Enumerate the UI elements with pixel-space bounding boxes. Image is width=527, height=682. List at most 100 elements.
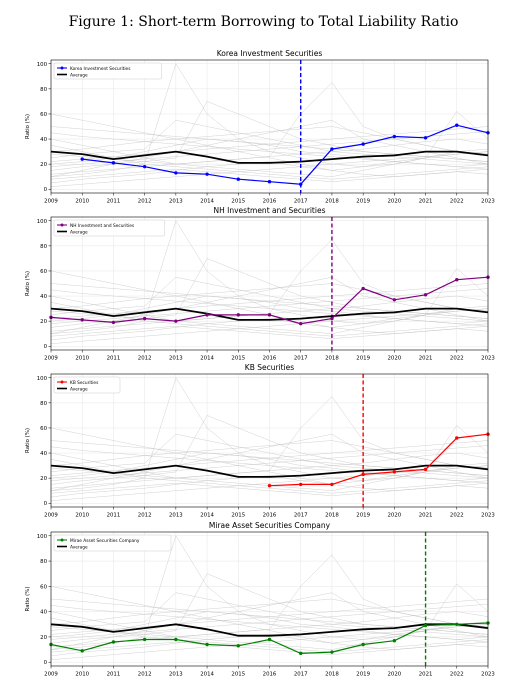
x-tick-label: 2021 <box>419 672 433 678</box>
background-series-line <box>50 446 489 484</box>
x-tick-label: 2013 <box>169 513 183 519</box>
chart-title: Korea Investment Securities <box>217 49 323 58</box>
data-point <box>361 472 365 477</box>
legend-label: Average <box>70 72 88 78</box>
x-tick-label: 2009 <box>44 672 58 678</box>
legend-label: Average <box>70 386 88 392</box>
data-point <box>205 172 209 176</box>
background-series-line <box>50 289 489 327</box>
x-tick-label: 2010 <box>75 199 89 205</box>
y-axis-label: Ratio (%) <box>25 114 31 139</box>
data-point <box>236 177 240 181</box>
series-line-kb-securities <box>269 433 489 487</box>
data-point <box>392 470 397 474</box>
chart-title: KB Securities <box>245 363 295 372</box>
x-tick-label: 2014 <box>200 513 214 519</box>
background-series-line <box>50 151 489 187</box>
x-tick-label: 2012 <box>138 356 152 362</box>
x-tick-label: 2022 <box>450 513 464 519</box>
x-tick-label: 2023 <box>481 513 495 519</box>
background-series-line <box>50 433 489 491</box>
data-point <box>330 316 334 321</box>
x-tick-label: 2018 <box>325 356 339 362</box>
background-series-line <box>50 605 489 643</box>
x-tick-label: 2017 <box>294 672 308 678</box>
x-tick-label: 2014 <box>200 672 214 678</box>
background-series-line <box>50 288 489 324</box>
data-point <box>330 650 334 654</box>
data-point <box>455 436 459 440</box>
data-point <box>174 637 178 642</box>
data-point <box>267 180 272 184</box>
y-tick-label: 60 <box>40 584 47 590</box>
x-tick-label: 2016 <box>263 672 277 678</box>
data-point <box>80 649 84 653</box>
legend-box <box>53 219 166 237</box>
x-tick-label: 2016 <box>263 513 277 519</box>
x-tick-label: 2010 <box>75 672 89 678</box>
background-series-line <box>50 465 489 501</box>
background-series-line <box>50 445 489 481</box>
data-point <box>361 142 365 146</box>
background-series-line <box>50 132 489 170</box>
x-tick-label: 2011 <box>107 199 121 205</box>
y-tick-label: 20 <box>40 476 47 482</box>
x-tick-label: 2020 <box>387 356 401 362</box>
x-tick-label: 2019 <box>356 672 370 678</box>
data-point <box>299 482 303 487</box>
x-tick-label: 2015 <box>231 356 245 362</box>
x-tick-label: 2022 <box>450 356 464 362</box>
data-point <box>392 639 397 643</box>
background-series-line <box>50 276 489 322</box>
data-point <box>80 318 84 322</box>
x-tick-label: 2020 <box>387 513 401 519</box>
x-tick-label: 2011 <box>107 513 121 519</box>
legend-label: Average <box>70 229 88 235</box>
y-tick-label: 60 <box>40 269 47 275</box>
data-point <box>267 313 272 317</box>
x-tick-label: 2019 <box>356 199 370 205</box>
data-point <box>174 319 178 323</box>
y-tick-label: 40 <box>40 451 47 457</box>
chart-mirae-asset-securities-company: Mirae Asset Securities Company 2009 2010 20… <box>25 521 495 678</box>
data-point <box>299 182 303 186</box>
x-tick-label: 2018 <box>325 513 339 519</box>
x-tick-label: 2017 <box>294 513 308 519</box>
background-series-line <box>50 308 489 344</box>
legend-box <box>53 534 172 552</box>
data-point <box>236 313 240 317</box>
x-tick-label: 2016 <box>263 356 277 362</box>
y-tick-label: 40 <box>40 610 47 616</box>
background-series-line <box>50 598 489 635</box>
series-line-average <box>50 307 489 321</box>
y-tick-label: 100 <box>37 534 48 540</box>
series-line-korea-investment-securities <box>82 124 489 185</box>
x-tick-label: 2013 <box>169 199 183 205</box>
background-series-line <box>50 119 489 165</box>
y-axis-label: Ratio (%) <box>25 587 31 612</box>
y-tick-label: 0 <box>44 187 48 193</box>
x-tick-label: 2021 <box>419 356 433 362</box>
x-tick-label: 2015 <box>231 199 245 205</box>
x-tick-label: 2010 <box>75 356 89 362</box>
background-series-line <box>50 440 489 476</box>
background-series-line <box>50 482 489 496</box>
x-tick-label: 2021 <box>419 199 433 205</box>
chart-title: Mirae Asset Securities Company <box>209 521 331 530</box>
x-tick-label: 2023 <box>481 672 495 678</box>
data-point <box>361 642 365 647</box>
background-series-line <box>50 119 489 177</box>
data-point <box>205 642 209 647</box>
series-line-average <box>50 150 489 164</box>
x-tick-label: 2009 <box>44 513 58 519</box>
data-point <box>423 136 428 140</box>
y-tick-label: 100 <box>37 219 48 225</box>
y-tick-label: 80 <box>40 401 47 407</box>
legend-marker <box>60 66 64 70</box>
x-tick-label: 2009 <box>44 356 58 362</box>
x-tick-label: 2012 <box>138 513 152 519</box>
x-tick-label: 2018 <box>325 199 339 205</box>
